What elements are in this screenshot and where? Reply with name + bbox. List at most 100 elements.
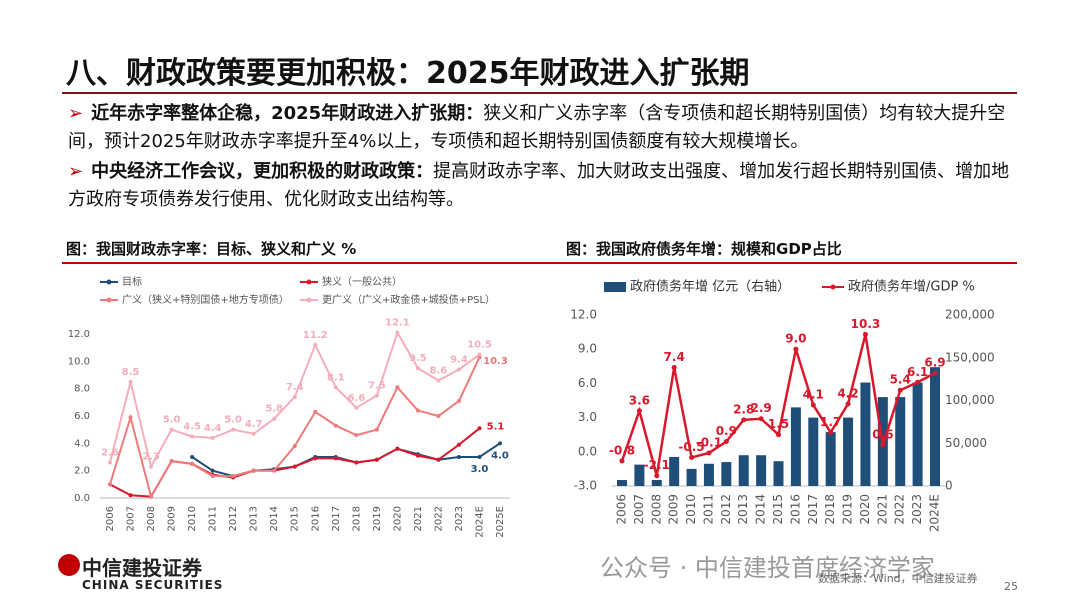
series-line (109, 356, 481, 500)
data-label: 5.1 (487, 421, 505, 432)
x-tick-label: 2008 (146, 506, 157, 531)
point (251, 468, 256, 473)
point (810, 402, 816, 408)
data-label: 2.9 (750, 401, 771, 415)
data-label: 11.2 (303, 330, 328, 341)
x-tick-label: 2024E (474, 506, 485, 538)
data-label: -0.5 (678, 440, 704, 454)
x-tick-label: 2011 (701, 494, 715, 525)
point (128, 493, 133, 498)
point (793, 346, 799, 352)
x-tick-label: 2012 (719, 494, 733, 525)
point (915, 379, 921, 385)
point (251, 431, 256, 436)
y2-tick-label: 0 (945, 479, 953, 493)
logo-mark (58, 554, 80, 576)
y-tick-label: 12.0 (570, 308, 597, 322)
point (333, 423, 338, 428)
x-tick-label: 2006 (615, 494, 629, 525)
point (354, 460, 359, 465)
point (636, 408, 642, 414)
watermark: 公众号 · 中信建投首席经济学家 (600, 554, 935, 582)
point (758, 416, 764, 422)
x-tick-label: 2024E (928, 494, 942, 532)
data-label: 9.5 (409, 353, 427, 364)
x-tick-label: 2021 (413, 506, 424, 531)
data-label: 4.7 (245, 419, 263, 430)
point (128, 379, 133, 384)
y-tick-label: 9.0 (578, 342, 597, 356)
y-tick-label: -3.0 (574, 479, 597, 493)
x-tick-label: 2016 (788, 494, 802, 525)
point (415, 453, 420, 458)
bar (686, 468, 697, 486)
point (108, 460, 112, 465)
point (436, 457, 441, 462)
point (210, 474, 215, 479)
point (880, 442, 886, 448)
data-label: 3.6 (629, 393, 650, 407)
bar (843, 417, 854, 486)
data-label: 6.6 (347, 393, 365, 404)
y-tick-label: 0.0 (578, 444, 597, 458)
bullet-lead: 中央经济工作会议，更加积极的财政政策： (91, 161, 434, 182)
legend-label: 目标 (122, 276, 142, 288)
bar (930, 367, 940, 486)
x-tick-label: 2007 (632, 494, 646, 525)
data-label: 7.5 (368, 381, 386, 392)
point (689, 455, 695, 460)
point (776, 432, 781, 438)
data-label: 0.9 (716, 424, 737, 438)
point (169, 427, 174, 432)
x-tick-label: 2025E (495, 506, 506, 538)
point (190, 434, 195, 439)
point (671, 364, 677, 370)
data-label: 5.8 (265, 404, 283, 415)
x-tick-label: 2018 (823, 494, 837, 525)
data-label: 4.4 (204, 423, 222, 434)
point (415, 366, 420, 371)
point (231, 427, 236, 432)
data-label: 4.2 (837, 386, 858, 400)
data-label: 5.0 (163, 415, 181, 426)
data-label: -2.1 (644, 458, 670, 472)
series-line (109, 427, 481, 498)
y2-tick-label: 100,000 (945, 393, 995, 407)
legend-swatch (306, 297, 312, 303)
y-tick-label: 6.0 (74, 411, 90, 422)
x-tick-label: 2023 (910, 494, 924, 525)
data-label: -0.8 (609, 443, 635, 457)
data-label: 4.5 (183, 422, 201, 433)
x-tick-label: 2020 (392, 506, 403, 531)
point (395, 385, 400, 390)
data-label: 9.4 (450, 355, 468, 366)
point (415, 408, 420, 413)
point (498, 441, 502, 446)
title-rule (62, 92, 1017, 94)
data-label: -0.1 (696, 435, 722, 449)
bar (721, 462, 732, 486)
data-label: 6.1 (907, 365, 928, 379)
x-tick-label: 2014 (269, 506, 280, 531)
source: 数据来源：Wind，中信建投证券 (818, 572, 978, 585)
y2-tick-label: 200,000 (945, 308, 995, 322)
point (436, 414, 441, 418)
legend-swatch (604, 282, 626, 292)
y-tick-label: 6.0 (578, 376, 597, 390)
data-label: 10.3 (851, 317, 881, 331)
logo-name: 中信建投证券 (82, 556, 202, 580)
point (313, 342, 318, 347)
point (272, 416, 277, 421)
x-tick-label: 2010 (684, 494, 698, 525)
x-tick-label: 2018 (351, 506, 362, 531)
x-tick-label: 2022 (433, 506, 444, 531)
bar (912, 382, 923, 486)
bar (808, 417, 819, 486)
point (108, 482, 112, 487)
y-tick-label: 0.0 (74, 493, 90, 504)
bar (651, 480, 662, 486)
y-tick-label: 10.0 (68, 356, 90, 367)
x-tick-label: 2007 (126, 506, 137, 531)
bar (825, 432, 836, 486)
